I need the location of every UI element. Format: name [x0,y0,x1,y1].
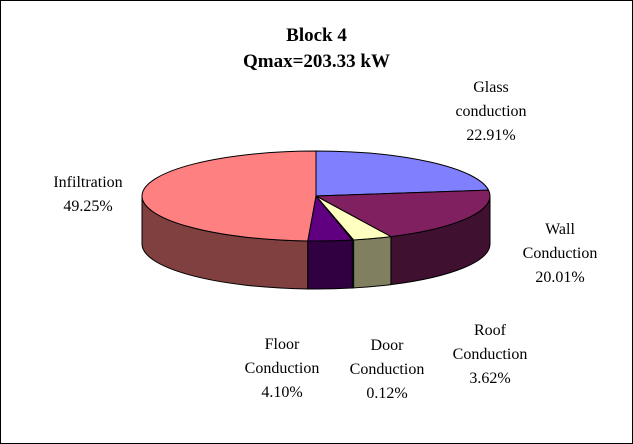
pie-slice-infiltration [141,150,317,242]
pie-slice-wall-conduction [314,189,491,238]
label-wall-conduction: Wall Conduction 20.01% [522,221,598,286]
label-door-conduction: Door Conduction 0.12% [349,337,425,402]
label-roof-conduction: Roof Conduction 3.62% [452,322,528,387]
pie-side-floor-conduction [307,239,353,290]
label-infiltration: Infiltration 49.25% [53,174,123,215]
pie-side-roof-conduction [353,236,392,289]
label-glass-conduction: Glass conduction 22.91% [455,79,527,144]
pie-slice-glass-conduction [315,150,490,197]
label-floor-conduction: Floor Conduction 4.10% [244,336,320,401]
chart-title: Block 4 [286,25,347,46]
chart-subtitle: Qmax=203.33 kW [243,51,390,72]
